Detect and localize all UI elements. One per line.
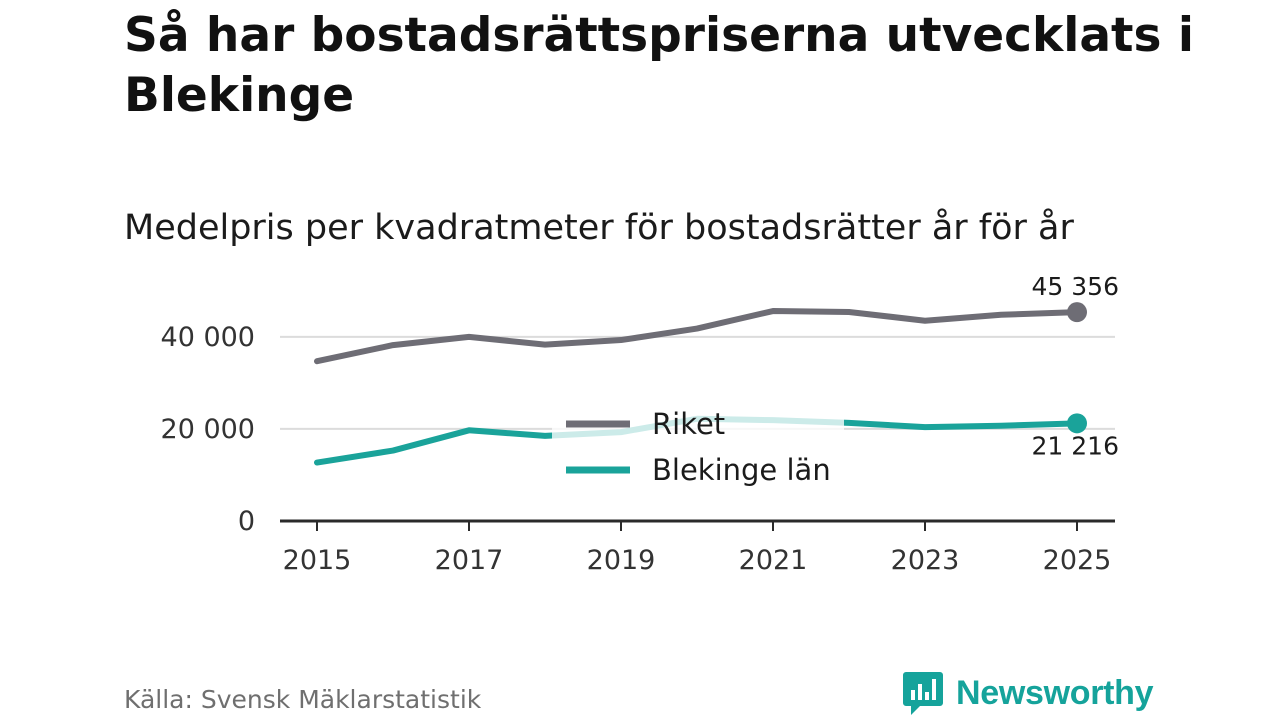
chart-subtitle: Medelpris per kvadratmeter för bostadsrä…	[124, 208, 1074, 248]
legend-label-riket: Riket	[652, 407, 725, 441]
x-tick-label: 2015	[283, 545, 352, 576]
legend-label-blekinge: Blekinge län	[652, 453, 831, 487]
brand-name: Newsworthy	[956, 673, 1154, 712]
y-tick-label: 0	[238, 506, 255, 537]
x-tick-label: 2021	[739, 545, 808, 576]
end-marker-blekinge	[1067, 413, 1087, 434]
y-tick-label: 40 000	[161, 322, 255, 353]
newsworthy-logo: Newsworthy	[902, 670, 1154, 716]
series-line-riket	[314, 308, 1080, 365]
newsworthy-logo-icon	[903, 672, 943, 715]
chart-title: Så har bostadsrättspriserna utvecklats i…	[124, 8, 1194, 123]
y-tick-label: 20 000	[161, 414, 255, 445]
x-tick-label: 2025	[1043, 545, 1112, 576]
x-tick-label: 2023	[891, 545, 960, 576]
line-chart: 0 20 000 40 000 2015 2017 2019 2021 2023 2025 Rik…	[161, 272, 1119, 576]
end-marker-riket	[1067, 302, 1087, 323]
x-tick-label: 2017	[435, 545, 504, 576]
data-label-riket: 45 356	[1032, 272, 1119, 301]
source-note: Källa: Svensk Mäklarstatistik	[124, 685, 482, 714]
data-label-blekinge: 21 216	[1032, 431, 1119, 460]
x-tick-label: 2019	[587, 545, 656, 576]
legend-backdrop	[552, 400, 844, 496]
legend: Riket Blekinge län	[552, 400, 844, 496]
